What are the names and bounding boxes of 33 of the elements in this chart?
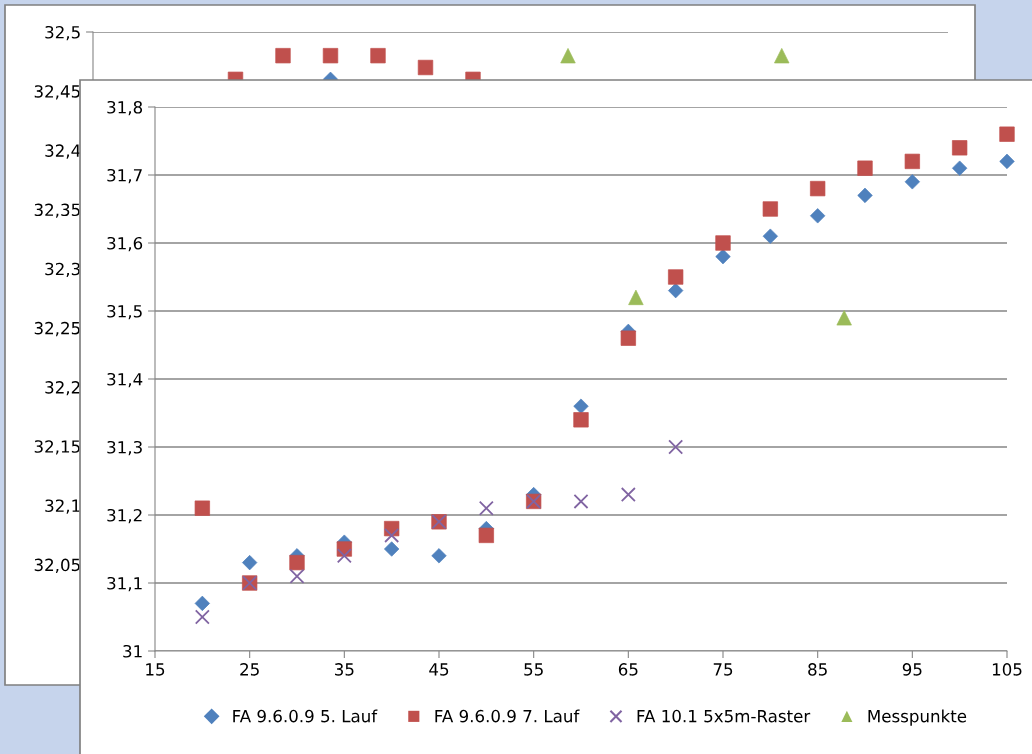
y-tick-label: 31,8 [107,100,143,116]
y-tick-label: 32,1 [45,499,80,514]
y-tick-label: 31,5 [107,304,142,320]
y-tick-label: 32,5 [45,25,80,41]
legend-label: FA 9.6.0.9 5. Lauf [233,709,378,723]
x-tick-label: 25 [240,663,259,676]
x-tick-label: 15 [146,663,165,676]
y-tick-label: 31,7 [107,168,142,184]
x-tick-label: 65 [618,663,638,676]
x-tick-label: 95 [902,663,922,676]
y-tick-label: 32,05 [34,558,80,573]
x-tick-label: 45 [429,663,449,676]
y-tick-label: 31 [123,644,142,658]
legend-label: FA 9.6.0.9 7. Lauf [435,709,580,723]
y-tick-label: 31,4 [107,372,143,388]
x-tick-label: 75 [713,663,733,676]
y-tick-label: 31,6 [107,236,143,252]
x-tick-label: 35 [335,663,354,676]
y-tick-label: 32,25 [34,321,80,337]
y-tick-label: 31,1 [107,576,142,592]
y-tick-label: 32,15 [34,440,80,455]
y-tick-label: 32,35 [34,203,80,218]
legend-label: FA 10.1 5x5m-Raster [637,709,811,723]
y-tick-label: 32,3 [45,262,80,277]
y-tick-label: 31,3 [107,440,142,456]
x-tick-label: 55 [524,663,543,676]
y-tick-label: 32,4 [45,144,81,159]
y-tick-label: 31,2 [107,508,142,524]
y-tick-label: 32,2 [45,381,80,396]
x-tick-label: 85 [808,663,827,676]
x-tick-label: 105 [992,663,1022,676]
legend-label: Messpunkte [868,709,967,726]
y-tick-label: 32,45 [34,85,80,100]
